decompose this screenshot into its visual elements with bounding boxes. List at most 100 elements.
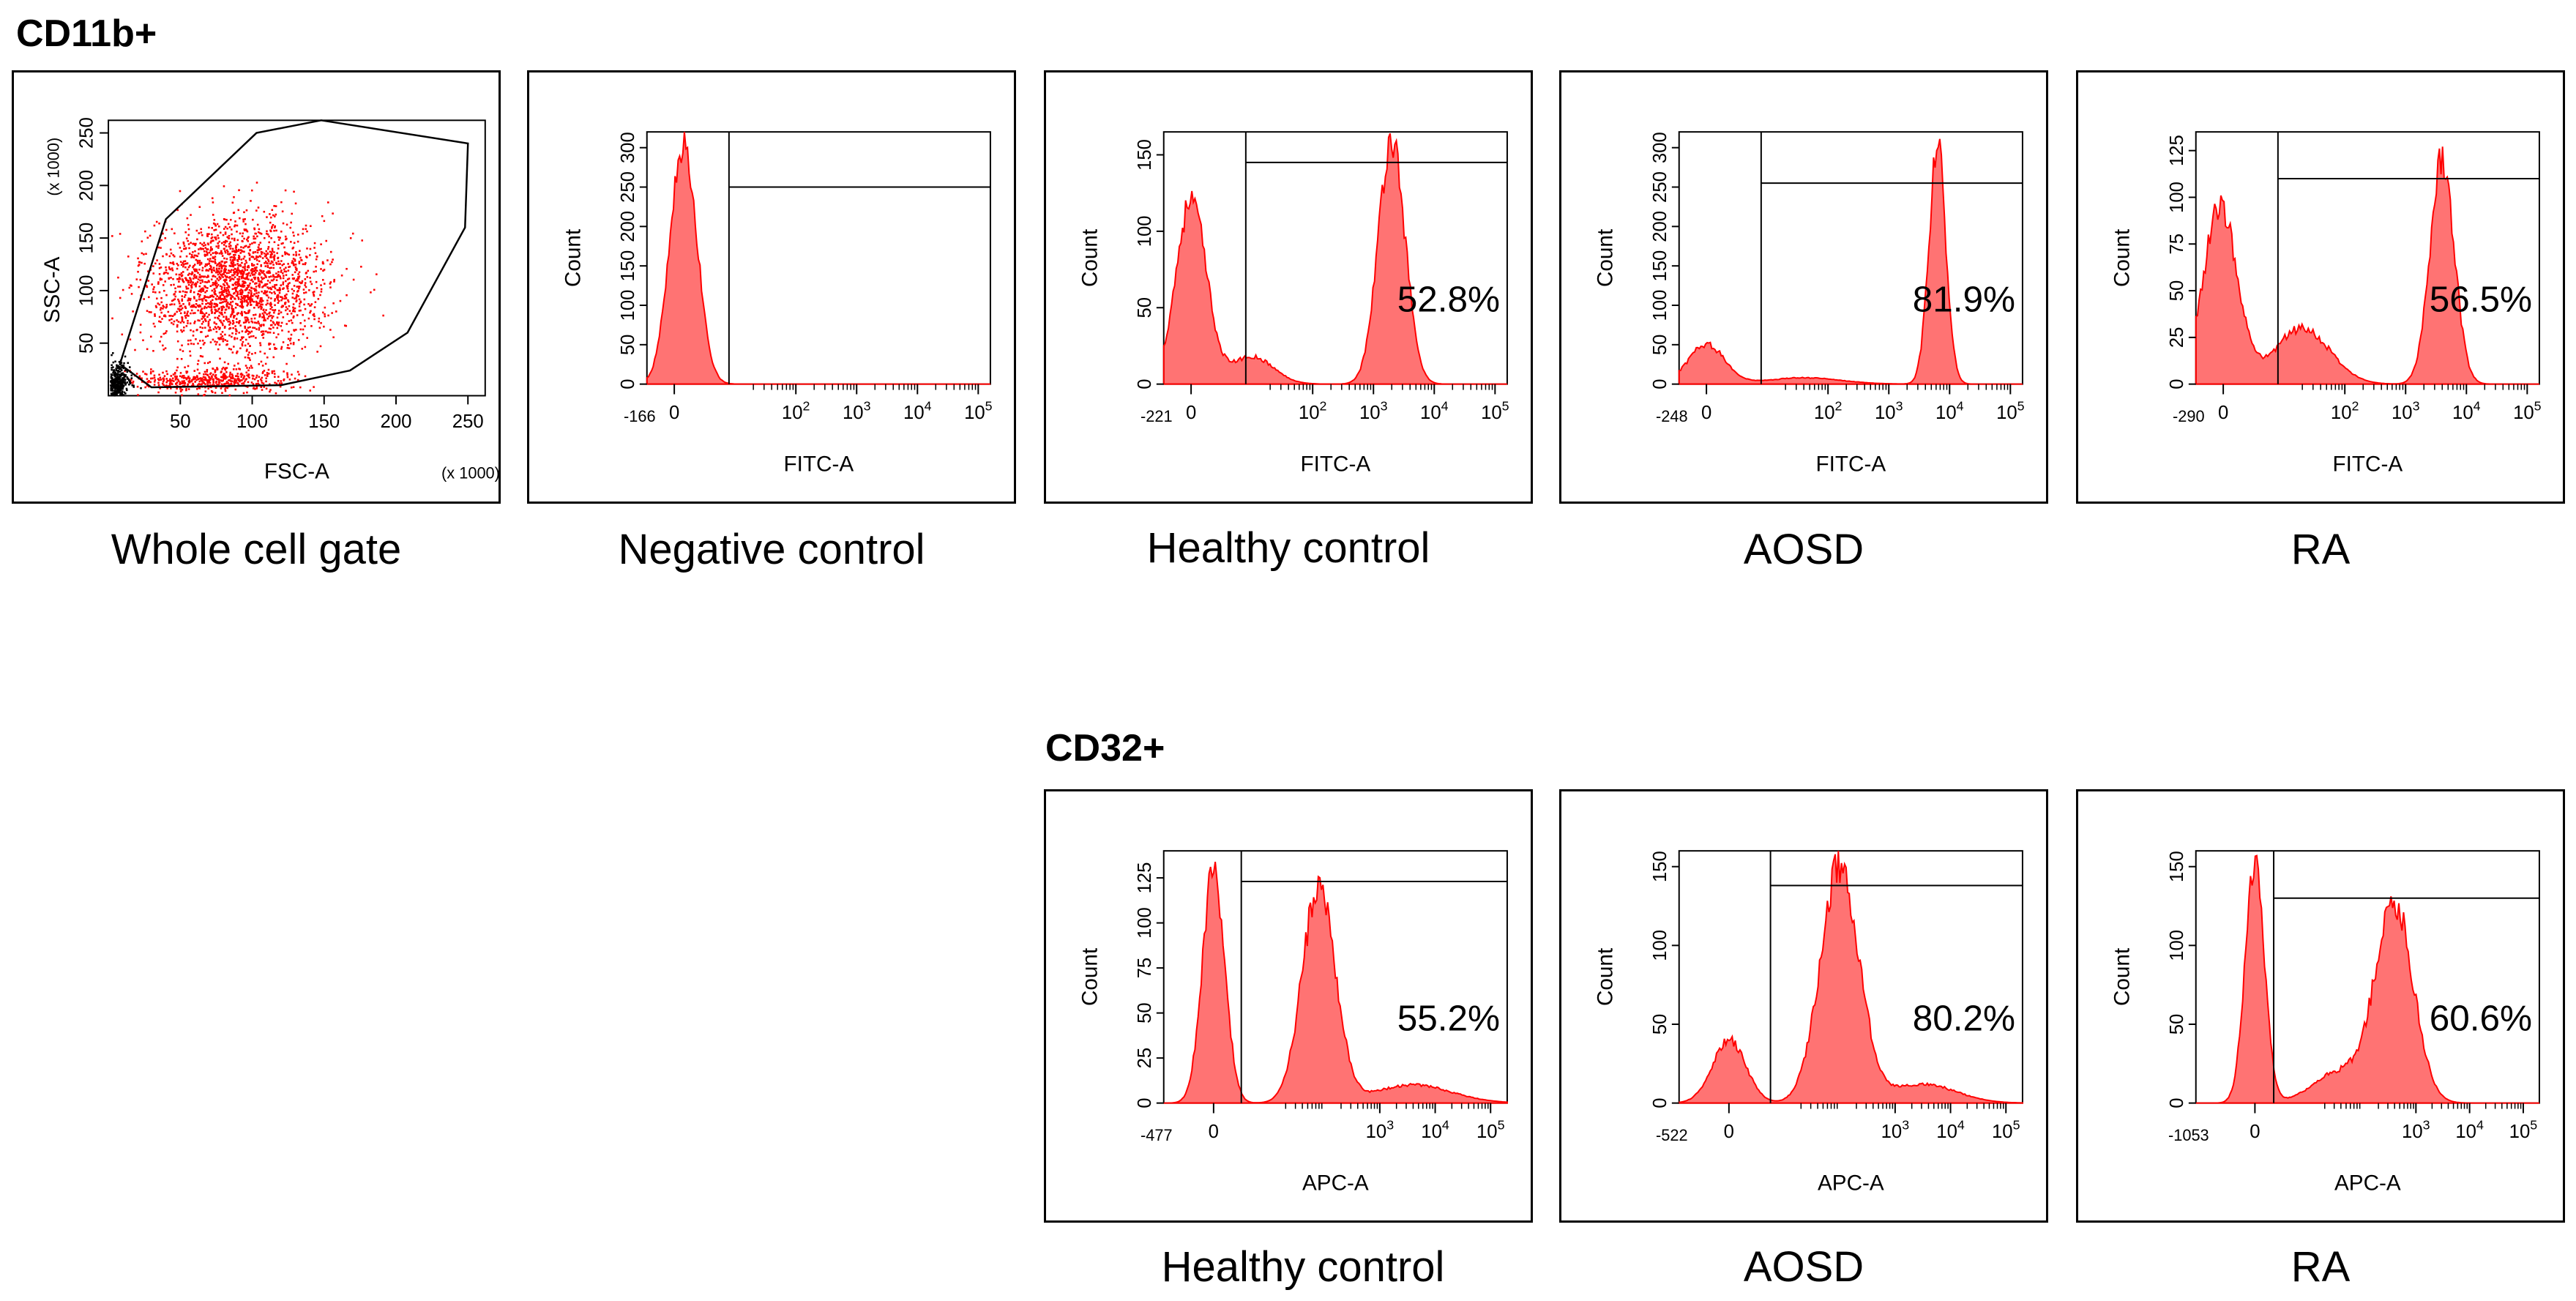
scatter-point xyxy=(267,368,270,371)
y-tick-label: 50 xyxy=(2167,280,2187,302)
scatter-point xyxy=(275,279,278,281)
scatter-point xyxy=(195,302,198,305)
scatter-point xyxy=(206,253,209,256)
scatter-point xyxy=(236,286,238,289)
scatter-point xyxy=(247,343,250,345)
scatter-point xyxy=(179,381,182,384)
scatter-point xyxy=(169,381,172,384)
scatter-point xyxy=(195,229,198,232)
scatter-point xyxy=(236,272,239,275)
scatter-point xyxy=(266,257,268,259)
scatter-point xyxy=(236,291,239,294)
scatter-point xyxy=(157,381,160,384)
scatter-point xyxy=(182,262,184,264)
scatter-point xyxy=(245,300,248,303)
scatter-point xyxy=(173,298,176,300)
scatter-point xyxy=(241,277,243,280)
scatter-point xyxy=(187,388,190,390)
scatter-point xyxy=(141,261,143,264)
scatter-point xyxy=(209,361,212,363)
scatter-point xyxy=(199,290,201,292)
scatter-point xyxy=(215,268,218,271)
scatter-point xyxy=(185,314,188,317)
scatter-point xyxy=(266,286,269,288)
scatter-point xyxy=(276,321,278,324)
scatter-point xyxy=(263,210,266,213)
scatter-point xyxy=(214,224,217,227)
x-tick-label: 102 xyxy=(1299,398,1327,423)
scatter-point xyxy=(277,247,280,250)
scatter-point xyxy=(225,303,228,305)
scatter-point xyxy=(166,379,169,382)
scatter-point xyxy=(197,393,200,395)
scatter-point xyxy=(231,283,234,286)
scatter-point xyxy=(200,228,202,231)
scatter-point xyxy=(295,329,297,331)
scatter-point xyxy=(255,382,258,385)
scatter-point xyxy=(168,383,171,385)
scatter-point xyxy=(210,306,213,309)
scatter-point xyxy=(202,290,204,292)
scatter-point xyxy=(199,305,202,307)
scatter-point xyxy=(269,291,271,294)
scatter-point xyxy=(211,271,213,274)
scatter-point xyxy=(260,301,263,303)
scatter-point xyxy=(172,299,175,302)
y-tick-label: 250 xyxy=(1650,171,1670,203)
scatter-point xyxy=(228,318,230,321)
scatter-point xyxy=(249,282,251,285)
scatter-point xyxy=(276,288,279,291)
scatter-point xyxy=(184,382,186,385)
scatter-point xyxy=(269,256,272,258)
scatter-point xyxy=(225,218,228,221)
scatter-point xyxy=(252,377,254,380)
scatter-point xyxy=(222,338,225,340)
scatter-point xyxy=(163,379,165,381)
scatter-point xyxy=(189,350,191,353)
scatter-point xyxy=(127,379,130,381)
scatter-point xyxy=(292,316,295,318)
scatter-point xyxy=(193,291,195,294)
scatter-point xyxy=(191,283,193,286)
scatter-point xyxy=(206,248,209,250)
y-tick-label: 200 xyxy=(1650,211,1670,242)
scatter-point xyxy=(174,391,177,394)
scatter-point xyxy=(264,374,266,376)
scatter-point xyxy=(259,342,261,344)
scatter-point xyxy=(212,328,215,330)
scatter-point xyxy=(172,254,174,256)
scatter-point xyxy=(162,371,164,374)
scatter-point xyxy=(241,344,244,347)
scatter-point xyxy=(283,378,285,381)
scatter-point xyxy=(170,387,172,389)
scatter-point xyxy=(160,247,162,249)
scatter-point xyxy=(160,321,162,323)
scatter-point xyxy=(273,370,275,373)
scatter-point xyxy=(257,256,259,258)
scatter-point xyxy=(284,302,286,305)
scatter-point xyxy=(190,280,193,283)
scatter-point xyxy=(247,302,250,305)
scatter-point xyxy=(262,332,265,335)
scatter-point xyxy=(219,296,222,299)
scatter-point xyxy=(185,255,188,258)
scatter-point xyxy=(197,272,199,274)
scatter-point xyxy=(112,393,114,396)
histogram-area xyxy=(1678,851,2023,1104)
scatter-point xyxy=(184,316,187,319)
scatter-point xyxy=(258,260,261,263)
scatter-point xyxy=(285,280,287,283)
scatter-point xyxy=(265,303,268,306)
scatter-point xyxy=(152,322,155,325)
scatter-point xyxy=(157,281,160,283)
scatter-point xyxy=(212,373,214,376)
scatter-point xyxy=(228,234,231,237)
scatter-point xyxy=(120,373,122,376)
scatter-point xyxy=(274,284,276,286)
scatter-point xyxy=(238,322,240,324)
scatter-point xyxy=(238,332,241,334)
scatter-point xyxy=(178,273,181,276)
scatter-point xyxy=(123,362,125,365)
scatter-point xyxy=(220,336,223,339)
scatter-point xyxy=(309,280,312,283)
